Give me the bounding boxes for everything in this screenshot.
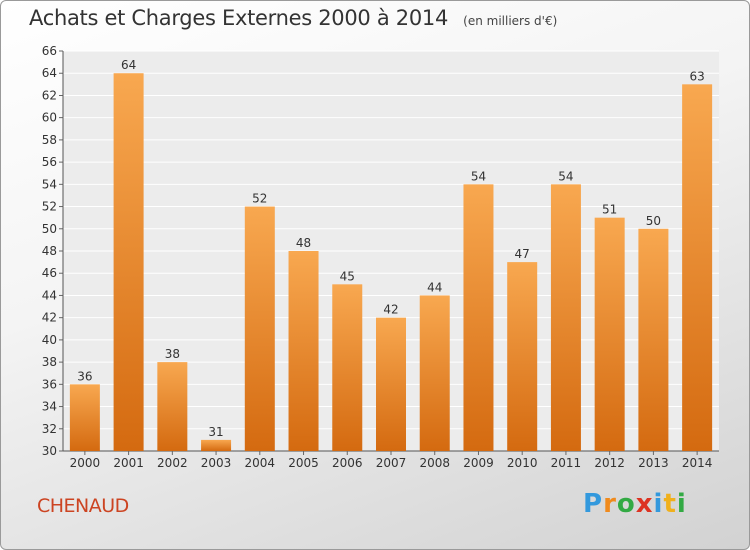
logo-letter: i	[653, 489, 664, 519]
logo-letter: o	[616, 489, 636, 519]
y-tick-label: 44	[42, 288, 57, 302]
x-tick-label: 2003	[201, 456, 232, 470]
y-tick-label: 60	[42, 111, 57, 125]
bar-value-label: 38	[165, 347, 180, 361]
logo-letter: P	[583, 489, 604, 519]
bar-value-label: 48	[296, 236, 311, 250]
logo-letter: i	[676, 489, 687, 519]
bar-value-label: 45	[340, 269, 355, 283]
bar	[332, 284, 363, 451]
bar	[419, 295, 450, 451]
y-tick-label: 32	[42, 422, 57, 436]
x-tick-label: 2011	[551, 456, 582, 470]
x-tick-label: 2013	[638, 456, 669, 470]
bar	[113, 73, 144, 451]
bar	[201, 439, 232, 451]
bar-value-label: 51	[602, 203, 617, 217]
y-tick-label: 66	[42, 44, 57, 58]
y-tick-label: 56	[42, 155, 57, 169]
bar	[682, 84, 713, 451]
bar	[69, 384, 100, 451]
y-tick-label: 46	[42, 266, 57, 280]
bar-value-label: 52	[252, 192, 267, 206]
bar	[288, 251, 319, 451]
y-tick-label: 52	[42, 200, 57, 214]
bar-value-label: 50	[646, 214, 661, 228]
y-tick-label: 38	[42, 355, 57, 369]
bar	[550, 184, 581, 452]
x-tick-label: 2012	[594, 456, 625, 470]
x-tick-label: 2005	[288, 456, 319, 470]
x-tick-label: 2006	[332, 456, 363, 470]
y-tick-label: 40	[42, 333, 57, 347]
x-tick-label: 2001	[113, 456, 144, 470]
x-tick-label: 2014	[682, 456, 713, 470]
y-tick-label: 50	[42, 222, 57, 236]
y-tick-label: 62	[42, 88, 57, 102]
bar	[594, 217, 625, 451]
x-tick-label: 2004	[245, 456, 276, 470]
logo-letter: t	[663, 489, 677, 519]
bar-value-label: 64	[121, 58, 136, 72]
chart-unit-note: (en milliers d'€)	[463, 14, 558, 28]
bar-value-label: 47	[515, 247, 530, 261]
x-tick-label: 2009	[463, 456, 494, 470]
bar-value-label: 31	[208, 425, 223, 439]
x-tick-label: 2000	[70, 456, 101, 470]
bar-value-label: 54	[471, 169, 486, 183]
y-tick-label: 42	[42, 311, 57, 325]
x-tick-label: 2002	[157, 456, 188, 470]
logo-letter: x	[635, 489, 654, 519]
y-tick-label: 48	[42, 244, 57, 258]
y-tick-label: 36	[42, 377, 57, 391]
bar	[638, 228, 669, 451]
bar-value-label: 63	[689, 69, 704, 83]
proxiti-logo: Proxiti	[583, 489, 687, 519]
x-tick-label: 2008	[419, 456, 450, 470]
title-row: Achats et Charges Externes 2000 à 2014 (…	[29, 6, 557, 30]
y-tick-label: 64	[42, 66, 57, 80]
chart-title: Achats et Charges Externes 2000 à 2014	[29, 6, 449, 30]
y-tick-label: 54	[42, 177, 57, 191]
x-tick-label: 2010	[507, 456, 538, 470]
bar-value-label: 44	[427, 280, 442, 294]
x-tick-label: 2007	[376, 456, 407, 470]
bar-value-label: 54	[558, 169, 573, 183]
commune-name: CHENAUD	[37, 495, 129, 517]
y-tick-label: 30	[42, 444, 57, 458]
bar	[157, 362, 188, 451]
bar-value-label: 36	[77, 369, 92, 383]
bar	[244, 206, 275, 451]
y-tick-label: 34	[42, 400, 57, 414]
bar-value-label: 42	[383, 303, 398, 317]
bar	[507, 262, 538, 451]
bar	[376, 317, 406, 451]
bar	[463, 184, 494, 452]
logo-letter: r	[603, 489, 617, 519]
y-tick-label: 58	[42, 133, 57, 147]
